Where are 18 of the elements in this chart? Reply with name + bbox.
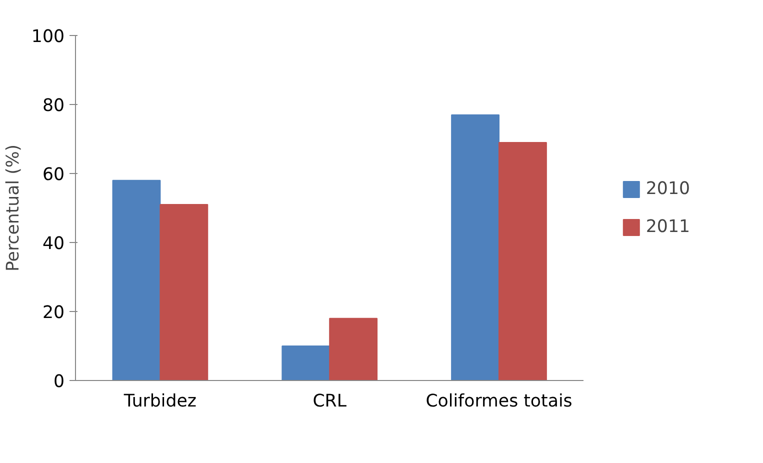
y-tick-label: 60	[42, 165, 65, 185]
bar	[329, 318, 378, 380]
y-tick-label: 40	[42, 234, 65, 254]
legend-label: 2011	[646, 216, 690, 236]
bar	[282, 346, 330, 380]
y-tick-label: 100	[31, 27, 65, 47]
x-tick-label: CRL	[312, 392, 347, 412]
x-tick-label: Turbidez	[122, 392, 197, 412]
bar	[498, 142, 547, 380]
bar	[451, 114, 500, 380]
legend-label: 2010	[646, 178, 690, 198]
y-tick-label: 0	[53, 372, 65, 392]
bar	[160, 204, 208, 380]
y-tick-label: 20	[42, 303, 65, 323]
y-tick-label: 80	[42, 96, 65, 116]
bar	[112, 180, 161, 380]
y-axis-title: Percentual (%)	[3, 144, 24, 272]
x-tick-label: Coliformes totais	[426, 392, 572, 412]
